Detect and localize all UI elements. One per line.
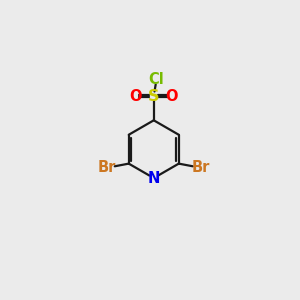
Text: Cl: Cl [148,72,164,87]
Text: O: O [130,88,142,104]
Text: O: O [166,88,178,104]
Text: N: N [148,171,160,186]
Text: S: S [148,88,160,104]
Text: Br: Br [98,160,116,175]
Text: Br: Br [191,160,210,175]
